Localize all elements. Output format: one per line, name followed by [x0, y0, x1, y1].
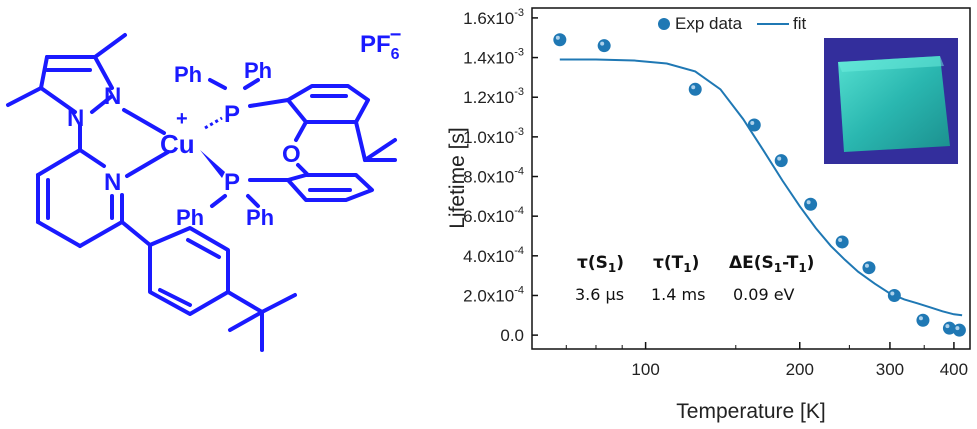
- x-tick-label: 200: [786, 360, 814, 379]
- data-point: [952, 323, 966, 337]
- x-axis-ticks: 100 200 300 400: [565, 342, 968, 379]
- cu-atom: Cu: [160, 129, 195, 159]
- y-tick-label: 8.0x10-4: [463, 166, 524, 187]
- y-tick-label: 0.0: [500, 326, 524, 345]
- delta-e-label: ΔE(S1-T1): [729, 253, 814, 275]
- exp-data-series: [553, 33, 966, 337]
- n-pyridine: N: [104, 169, 121, 196]
- data-point-highlight: [750, 120, 755, 125]
- data-point: [916, 313, 930, 327]
- tau-t1-label: τ(T1): [653, 253, 699, 275]
- data-point: [747, 118, 761, 132]
- x-tick-label: 400: [940, 360, 968, 379]
- data-point: [553, 33, 567, 47]
- data-point: [774, 154, 788, 168]
- y-axis-ticks: 0.0 2.0x10-4 4.0x10-4 6.0x10-4 8.0x10-4 1.0x1…: [463, 7, 538, 345]
- data-point-highlight: [777, 156, 782, 161]
- ph-label-4: Ph: [246, 205, 274, 230]
- p-atom-1: P: [224, 101, 240, 128]
- data-point-highlight: [945, 324, 950, 329]
- tert-butylphenyl: [120, 220, 297, 352]
- ph-label-1: Ph: [174, 62, 202, 87]
- lifetime-chart: 0.0 2.0x10-4 4.0x10-4 6.0x10-4 8.0x10-4 1.0x1…: [446, 7, 971, 423]
- tau-t1-value: 1.4 ms: [651, 285, 705, 304]
- ph-label-2: Ph: [244, 58, 272, 83]
- n-pyrazole-1: N: [67, 105, 84, 132]
- y-tick-label: 4.0x10-4: [463, 245, 524, 266]
- counterion-label: PF6−: [360, 24, 401, 63]
- legend: Exp data fit: [658, 14, 807, 33]
- x-axis-label: Temperature [K]: [676, 400, 825, 423]
- p-atom-2: P: [224, 169, 240, 196]
- y-tick-label: 6.0x10-4: [463, 205, 524, 226]
- o-atom: O: [282, 141, 301, 168]
- legend-label-fit: fit: [793, 14, 807, 33]
- data-point-highlight: [691, 85, 696, 90]
- data-point-highlight: [806, 200, 811, 205]
- inset-photo: [824, 38, 958, 164]
- data-point-highlight: [555, 35, 560, 40]
- xantphos-backbone: [208, 78, 397, 208]
- data-point: [835, 235, 849, 249]
- molecule-structure: N N N Cu + P P Ph Ph Ph Ph O PF6−: [6, 24, 401, 352]
- y-tick-label: 1.4x10-3: [463, 47, 524, 68]
- tau-s1-label: τ(S1): [577, 253, 624, 275]
- y-tick-label: 1.6x10-3: [463, 7, 524, 28]
- photophysics-annotation: τ(S1) τ(T1) ΔE(S1-T1) 3.6 µs 1.4 ms 0.09…: [575, 253, 814, 304]
- y-tick-label: 1.0x10-3: [463, 126, 524, 147]
- cu-charge: +: [176, 108, 188, 130]
- y-tick-label: 1.2x10-3: [463, 86, 524, 107]
- y-tick-label: 2.0x10-4: [463, 284, 524, 305]
- fit-series: [559, 58, 963, 317]
- data-point-highlight: [838, 237, 843, 242]
- data-point-highlight: [864, 263, 869, 268]
- pyrazole-ring: [6, 33, 166, 135]
- data-point-highlight: [890, 291, 895, 296]
- data-point: [597, 39, 611, 53]
- data-point-highlight: [600, 41, 605, 46]
- legend-marker-exp-data: [658, 18, 670, 30]
- data-point: [887, 288, 901, 302]
- x-tick-label: 100: [631, 360, 659, 379]
- pyridine-ring: [36, 123, 170, 248]
- fit-line: [559, 58, 963, 317]
- data-point: [688, 82, 702, 96]
- delta-e-value: 0.09 eV: [733, 285, 795, 304]
- ph-label-3: Ph: [176, 205, 204, 230]
- plot-frame: [531, 7, 971, 350]
- data-point: [862, 261, 876, 275]
- data-point-highlight: [918, 316, 923, 321]
- data-point-highlight: [955, 326, 960, 331]
- cu-p-bonds: [200, 116, 225, 178]
- legend-label-exp-data: Exp data: [675, 14, 743, 33]
- x-tick-label: 300: [876, 360, 904, 379]
- data-point: [804, 197, 818, 211]
- tau-s1-value: 3.6 µs: [575, 285, 624, 304]
- n-pyrazole-2: N: [104, 83, 121, 110]
- y-axis-label: Lifetime [s]: [446, 127, 469, 229]
